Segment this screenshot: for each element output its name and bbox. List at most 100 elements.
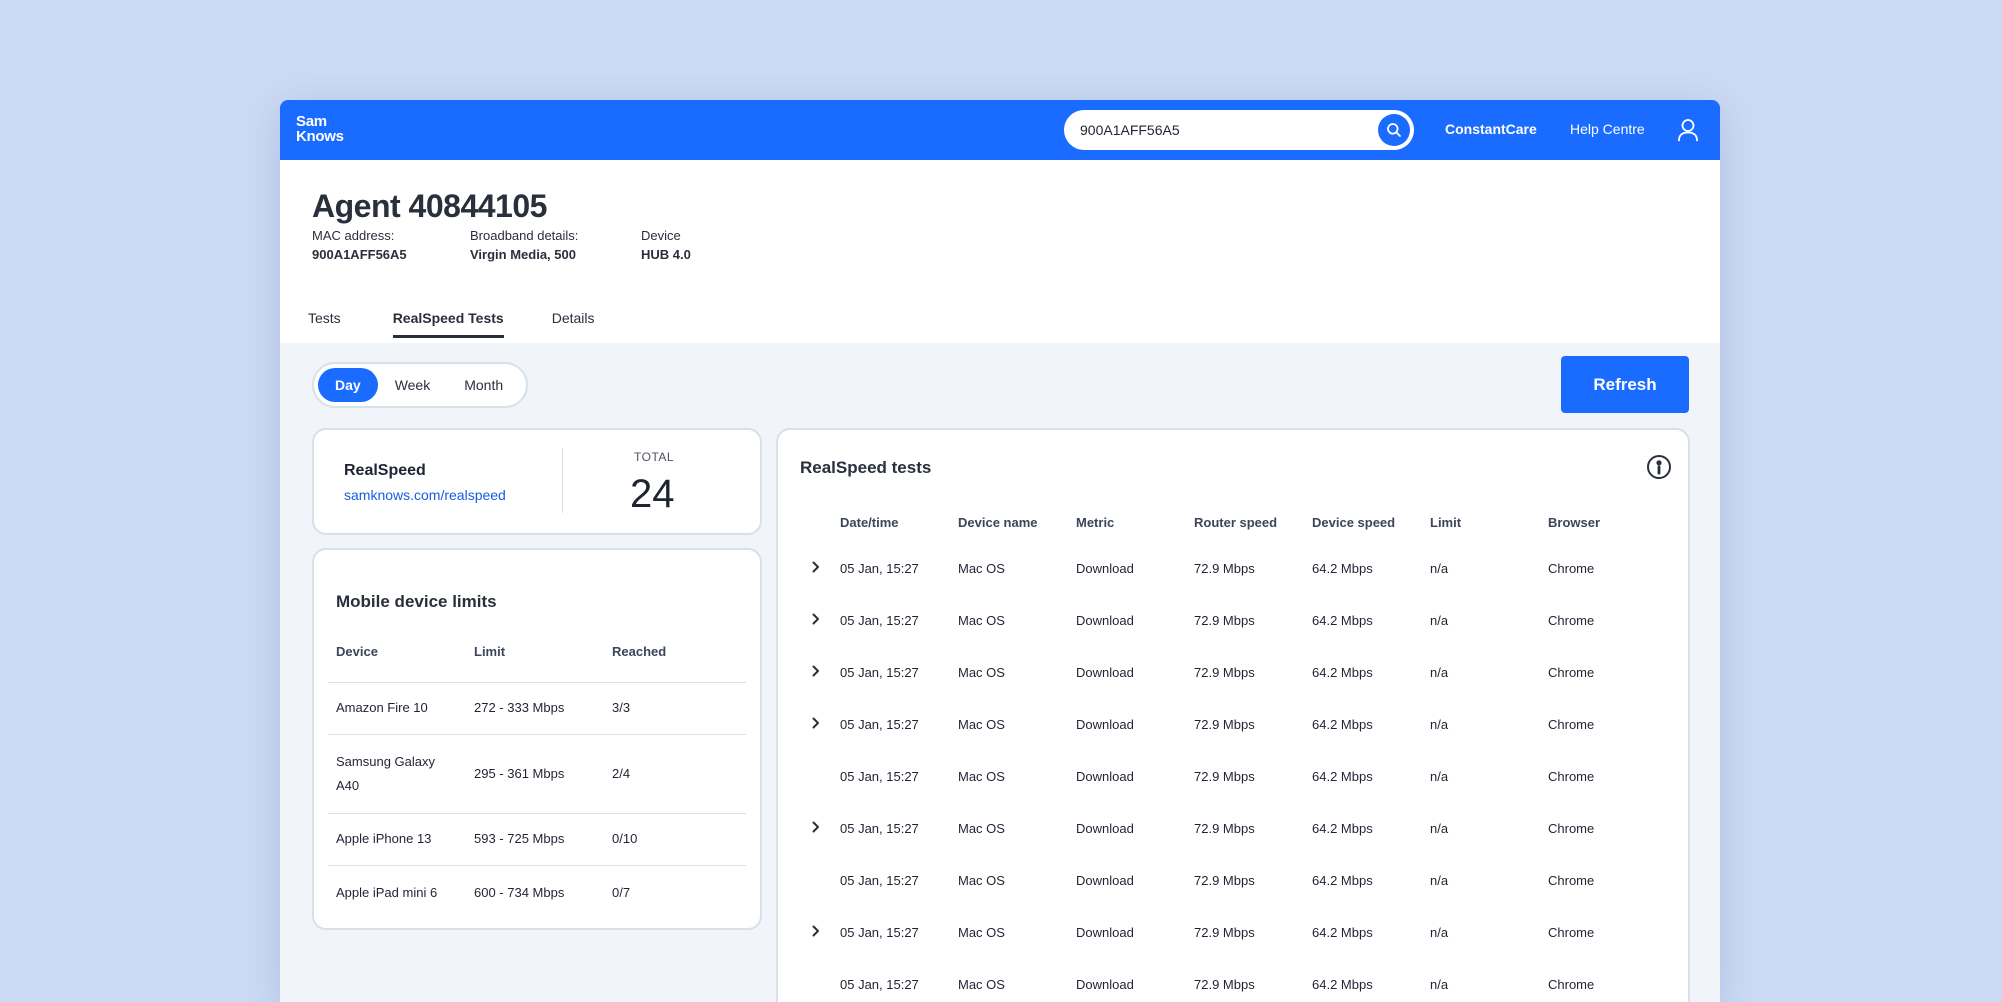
tests-title: RealSpeed tests xyxy=(800,458,932,477)
chevron-right-icon xyxy=(812,925,819,937)
device-name-cell: Mac OS xyxy=(958,560,1005,576)
datetime-cell: 05 Jan, 15:27 xyxy=(840,924,919,940)
chevron-right-icon xyxy=(812,665,819,677)
app-window: Sam Knows ConstantCare Help Centre Agent… xyxy=(280,100,1720,1002)
column-header-router-speed: Router speed xyxy=(1194,514,1278,530)
user-menu-button[interactable] xyxy=(1677,118,1699,147)
realspeed-tests-card: RealSpeed tests Date/time Device name Me… xyxy=(776,428,1690,1002)
limit-cell: 593 - 725 Mbps xyxy=(466,813,604,866)
expand-cell xyxy=(786,958,840,1002)
tests-table-body: 05 Jan, 15:27 Mac OS Download 72.9 Mbps … xyxy=(786,542,1648,1002)
expand-cell xyxy=(786,698,840,750)
table-row: 05 Jan, 15:27 Mac OS Download 72.9 Mbps … xyxy=(786,958,1648,1002)
column-header-device-speed: Device speed xyxy=(1312,514,1396,530)
device-label: Device xyxy=(641,228,681,243)
expand-row-button[interactable] xyxy=(812,821,820,836)
browser-cell: Chrome xyxy=(1548,820,1595,836)
table-row: 05 Jan, 15:27 Mac OS Download 72.9 Mbps … xyxy=(786,646,1648,698)
limit-cell: n/a xyxy=(1430,560,1449,576)
period-week[interactable]: Week xyxy=(394,377,431,393)
datetime-cell: 05 Jan, 15:27 xyxy=(840,612,919,628)
table-header-row: Device Limit Reached xyxy=(328,640,746,683)
tab-tests[interactable]: Tests xyxy=(308,310,341,326)
nav-help-centre[interactable]: Help Centre xyxy=(1570,121,1645,137)
total-value: 24 xyxy=(630,472,675,516)
nav-constantcare[interactable]: ConstantCare xyxy=(1445,121,1537,137)
router-speed-cell: 72.9 Mbps xyxy=(1194,924,1255,940)
realspeed-name: RealSpeed xyxy=(344,462,426,479)
realspeed-link[interactable]: samknows.com/realspeed xyxy=(344,487,506,503)
device-name-cell: Mac OS xyxy=(958,664,1005,680)
limit-cell: n/a xyxy=(1430,924,1449,940)
device-name-cell: Mac OS xyxy=(958,872,1005,888)
period-month[interactable]: Month xyxy=(464,377,504,393)
period-day[interactable]: Day xyxy=(318,368,378,402)
info-button[interactable] xyxy=(1646,454,1672,485)
router-speed-cell: 72.9 Mbps xyxy=(1194,768,1255,784)
metric-cell: Download xyxy=(1076,768,1134,784)
metric-cell: Download xyxy=(1076,924,1134,940)
chevron-right-icon xyxy=(812,613,819,625)
device-name-cell: Mac OS xyxy=(958,820,1005,836)
device-speed-cell: 64.2 Mbps xyxy=(1312,716,1373,732)
device-speed-cell: 64.2 Mbps xyxy=(1312,560,1373,576)
tab-bar: Tests RealSpeed Tests Details xyxy=(308,310,595,338)
device-name-cell: Mac OS xyxy=(958,924,1005,940)
column-header-browser: Browser xyxy=(1548,514,1601,530)
browser-cell: Chrome xyxy=(1548,872,1595,888)
device-speed-cell: 64.2 Mbps xyxy=(1312,664,1373,680)
expand-row-button[interactable] xyxy=(812,613,820,628)
reached-cell: 3/3 xyxy=(604,682,746,735)
metric-cell: Download xyxy=(1076,716,1134,732)
chevron-right-icon xyxy=(812,561,819,573)
router-speed-cell: 72.9 Mbps xyxy=(1194,612,1255,628)
mac-address-value: 900A1AFF56A5 xyxy=(312,247,407,262)
metric-cell: Download xyxy=(1076,976,1134,992)
column-header-reached: Reached xyxy=(604,640,746,683)
user-icon xyxy=(1678,119,1698,142)
device-speed-cell: 64.2 Mbps xyxy=(1312,872,1373,888)
column-header-datetime: Date/time xyxy=(840,514,899,530)
browser-cell: Chrome xyxy=(1548,924,1595,940)
limit-cell: 272 - 333 Mbps xyxy=(466,682,604,735)
table-row: Apple iPhone 13 593 - 725 Mbps 0/10 xyxy=(328,813,746,866)
device-speed-cell: 64.2 Mbps xyxy=(1312,976,1373,992)
device-speed-cell: 64.2 Mbps xyxy=(1312,924,1373,940)
tab-details[interactable]: Details xyxy=(551,310,595,326)
limit-cell: n/a xyxy=(1430,768,1449,784)
router-speed-cell: 72.9 Mbps xyxy=(1194,872,1255,888)
agent-header: Agent 40844105 MAC address: 900A1AFF56A5… xyxy=(280,160,1720,343)
router-speed-cell: 72.9 Mbps xyxy=(1194,820,1255,836)
expand-row-button[interactable] xyxy=(812,717,820,732)
search-box xyxy=(1064,110,1414,150)
logo-line-2: Knows xyxy=(296,128,344,145)
limit-cell: 295 - 361 Mbps xyxy=(466,734,604,814)
logo-line-1: Sam xyxy=(296,113,327,130)
device-value: HUB 4.0 xyxy=(641,247,691,262)
tab-realspeed-tests[interactable]: RealSpeed Tests xyxy=(392,310,504,338)
expand-cell xyxy=(786,594,840,646)
mac-address-block: MAC address: 900A1AFF56A5 xyxy=(312,228,407,262)
device-block: Device HUB 4.0 xyxy=(641,228,691,262)
table-row: Apple iPad mini 6 600 - 734 Mbps 0/7 xyxy=(328,865,746,921)
reached-cell: 0/10 xyxy=(604,813,746,866)
expand-row-button[interactable] xyxy=(812,665,820,680)
expand-cell xyxy=(786,906,840,958)
device-name-cell: Mac OS xyxy=(958,612,1005,628)
refresh-button[interactable]: Refresh xyxy=(1561,356,1689,413)
expand-row-button[interactable] xyxy=(812,925,820,940)
top-bar: Sam Knows ConstantCare Help Centre xyxy=(280,100,1720,160)
reached-cell: 0/7 xyxy=(612,885,631,901)
limit-cell: n/a xyxy=(1430,976,1449,992)
broadband-label: Broadband details: xyxy=(470,228,579,243)
search-input[interactable] xyxy=(1080,122,1378,138)
device-speed-cell: 64.2 Mbps xyxy=(1312,612,1373,628)
table-row: 05 Jan, 15:27 Mac OS Download 72.9 Mbps … xyxy=(786,542,1648,594)
expand-row-button[interactable] xyxy=(812,561,820,576)
search-button[interactable] xyxy=(1378,114,1410,146)
router-speed-cell: 72.9 Mbps xyxy=(1194,716,1255,732)
samknows-logo[interactable]: Sam Knows xyxy=(296,114,344,144)
mobile-device-limits-card: Mobile device limits Device Limit Reache… xyxy=(312,548,762,930)
device-cell: Samsung Galaxy A40 xyxy=(328,734,466,814)
tests-table: Date/time Device name Metric Router spee… xyxy=(786,502,1648,1002)
